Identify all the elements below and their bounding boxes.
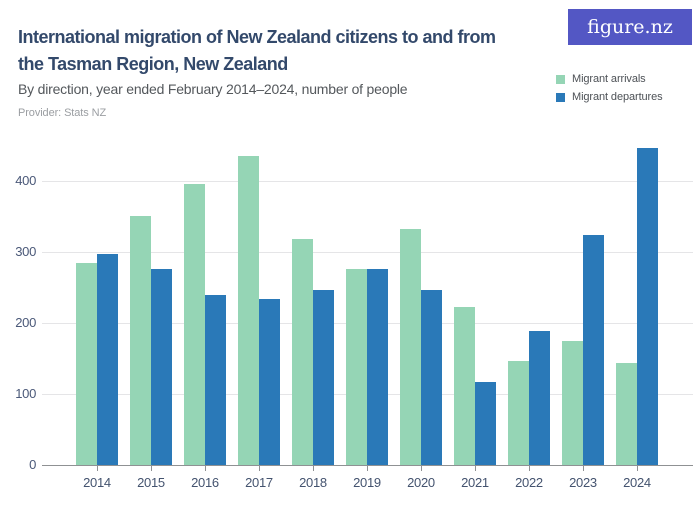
x-axis-line [42, 465, 693, 466]
bar-departures-2018[interactable] [313, 290, 334, 465]
bar-departures-2017[interactable] [259, 298, 280, 465]
x-axis-tick-2019 [367, 466, 368, 471]
bar-chart: 0 100 200 300 400 2014 2015 2016 2017 2018 2019 202… [0, 140, 700, 525]
chart-legend: Migrant arrivals Migrant departures [556, 73, 663, 109]
x-axis-label-2015: 2015 [137, 475, 165, 490]
x-axis-label-2022: 2022 [515, 475, 543, 490]
bar-arrivals-2024[interactable] [616, 362, 637, 465]
gridline-400 [42, 181, 693, 182]
legend-label-arrivals: Migrant arrivals [572, 73, 646, 85]
legend-item-migrant-arrivals: Migrant arrivals [556, 73, 663, 85]
y-axis-label-200: 200 [15, 315, 36, 330]
bar-departures-2014[interactable] [97, 254, 118, 465]
bar-arrivals-2021[interactable] [454, 307, 475, 465]
x-axis-label-2016: 2016 [191, 475, 219, 490]
page-title-line-1: International migration of New Zealand c… [18, 27, 496, 47]
x-axis-tick-2015 [151, 466, 152, 471]
bar-departures-2024[interactable] [637, 147, 658, 465]
bar-departures-2023[interactable] [583, 234, 604, 465]
x-axis-label-2014: 2014 [83, 475, 111, 490]
chart-subtitle: By direction, year ended February 2014–2… [18, 81, 408, 97]
x-axis-tick-2016 [205, 466, 206, 471]
legend-item-migrant-departures: Migrant departures [556, 91, 663, 103]
x-axis-label-2017: 2017 [245, 475, 273, 490]
y-axis-label-0: 0 [29, 457, 36, 472]
x-axis-label-2018: 2018 [299, 475, 327, 490]
x-axis-tick-2014 [97, 466, 98, 471]
figure-nz-logo[interactable]: figure.nz [568, 9, 692, 45]
x-axis-label-2020: 2020 [407, 475, 435, 490]
y-axis-label-400: 400 [15, 173, 36, 188]
legend-swatch-departures-icon [556, 92, 565, 102]
page-title: International migration of New Zealand c… [18, 24, 496, 78]
x-axis-label-2024: 2024 [623, 475, 651, 490]
x-axis-tick-2023 [583, 466, 584, 471]
bar-departures-2021[interactable] [475, 381, 496, 465]
bar-arrivals-2016[interactable] [184, 183, 205, 465]
bar-arrivals-2019[interactable] [346, 269, 367, 465]
y-axis-label-100: 100 [15, 386, 36, 401]
bar-arrivals-2020[interactable] [400, 228, 421, 465]
bar-arrivals-2014[interactable] [76, 262, 97, 465]
page-title-line-2: the Tasman Region, New Zealand [18, 54, 288, 74]
bar-arrivals-2023[interactable] [562, 341, 583, 465]
bar-arrivals-2017[interactable] [238, 156, 259, 465]
provider-credit: Provider: Stats NZ [18, 107, 107, 119]
gridline-300 [42, 252, 693, 253]
figure-nz-logo-text: figure.nz [587, 16, 673, 38]
x-axis-tick-2024 [637, 466, 638, 471]
bar-departures-2020[interactable] [421, 290, 442, 465]
bar-departures-2019[interactable] [367, 269, 388, 465]
legend-swatch-arrivals-icon [556, 74, 565, 84]
bar-arrivals-2015[interactable] [130, 215, 151, 465]
x-axis-label-2023: 2023 [569, 475, 597, 490]
x-axis-tick-2020 [421, 466, 422, 471]
bar-departures-2015[interactable] [151, 269, 172, 465]
bar-arrivals-2018[interactable] [292, 239, 313, 465]
x-axis-label-2019: 2019 [353, 475, 381, 490]
y-axis-label-300: 300 [15, 244, 36, 259]
bar-departures-2022[interactable] [529, 330, 550, 465]
x-axis-tick-2017 [259, 466, 260, 471]
x-axis-tick-2021 [475, 466, 476, 471]
bar-arrivals-2022[interactable] [508, 360, 529, 465]
x-axis-tick-2022 [529, 466, 530, 471]
legend-label-departures: Migrant departures [572, 91, 663, 103]
x-axis-tick-2018 [313, 466, 314, 471]
x-axis-label-2021: 2021 [461, 475, 489, 490]
bar-departures-2016[interactable] [205, 294, 226, 465]
